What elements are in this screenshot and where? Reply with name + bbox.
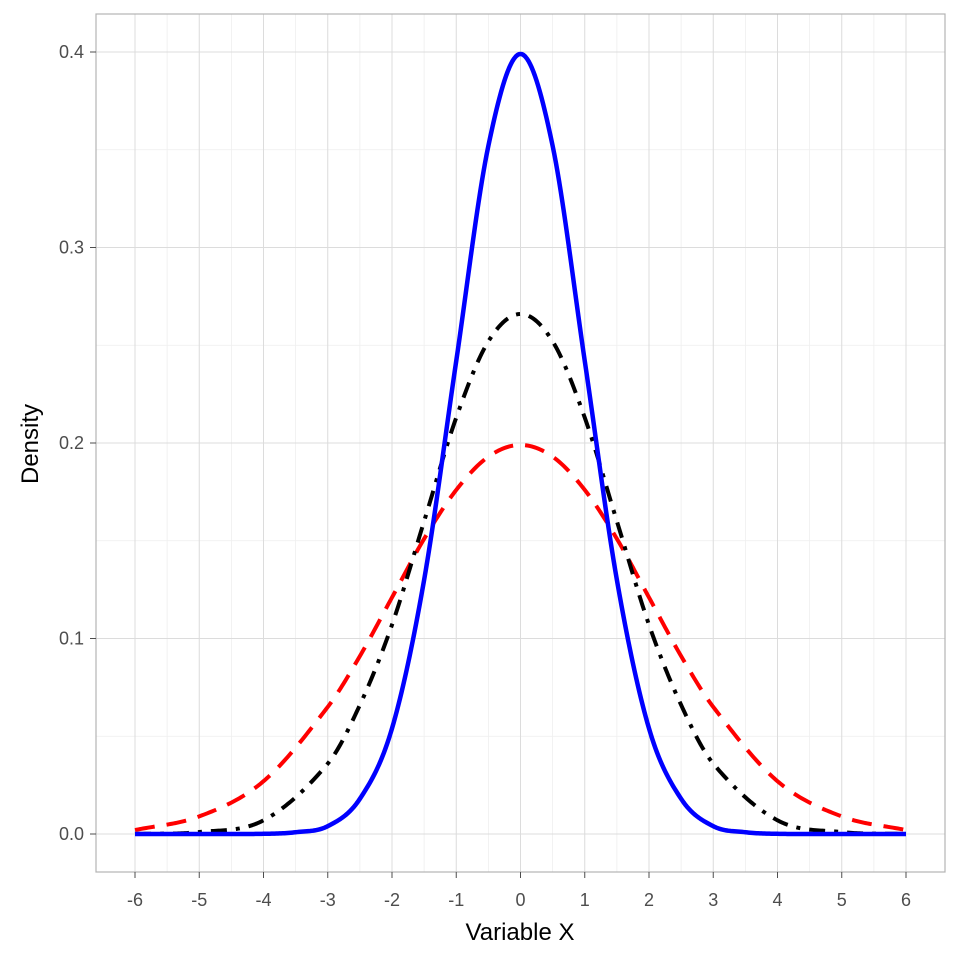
x-tick-label: -5 xyxy=(191,890,207,910)
red-dashed-density-curve xyxy=(134,442,907,833)
x-axis-ticks: -6 -5 -4 -3 -2 -1 0 1 2 3 4 5 6 xyxy=(127,872,911,910)
x-tick-label: 5 xyxy=(837,890,847,910)
y-tick-label: 0.3 xyxy=(59,238,84,258)
x-tick-label: 4 xyxy=(772,890,782,910)
y-tick-label: 0.0 xyxy=(59,824,84,844)
x-tick-label: 3 xyxy=(708,890,718,910)
density-curves xyxy=(134,51,907,837)
x-axis-title: Variable X xyxy=(466,919,575,946)
major-gridlines xyxy=(96,14,945,872)
y-axis-ticks: 0.0 0.1 0.2 0.3 0.4 xyxy=(59,42,96,844)
x-tick-label: 1 xyxy=(580,890,590,910)
y-tick-label: 0.1 xyxy=(59,629,84,649)
y-tick-label: 0.2 xyxy=(59,433,84,453)
x-tick-label: -3 xyxy=(320,890,336,910)
black-dashdot-density-curve xyxy=(134,311,907,836)
x-tick-label: -2 xyxy=(384,890,400,910)
x-tick-label: -6 xyxy=(127,890,143,910)
x-tick-label: 0 xyxy=(515,890,525,910)
x-tick-label: 6 xyxy=(901,890,911,910)
x-tick-label: -1 xyxy=(448,890,464,910)
blue-solid-density-curve xyxy=(134,51,907,837)
x-tick-label: 2 xyxy=(644,890,654,910)
y-axis-title: Density xyxy=(17,404,44,484)
x-tick-label: -4 xyxy=(255,890,271,910)
y-tick-label: 0.4 xyxy=(59,42,84,62)
